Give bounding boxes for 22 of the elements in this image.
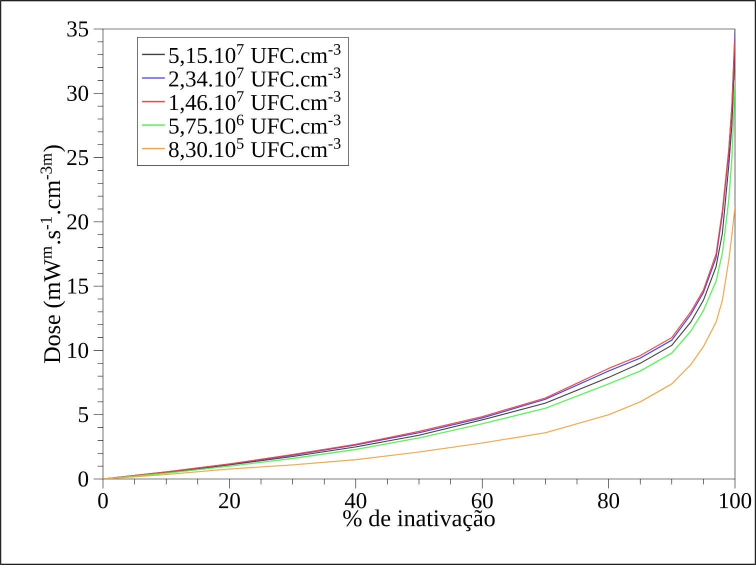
- y-axis-title: Dose (mW$^{m}$.s$^{-1}$.cm$^{-3m}$): [40, 145, 66, 364]
- x-tick-label: 60: [472, 493, 493, 508]
- legend-label: 2,34.10$^{7}$ UFC.cm$^{-3}$: [169, 68, 340, 90]
- legend-label: 1,46.10$^{7}$ UFC.cm$^{-3}$: [170, 91, 340, 114]
- x-axis-title: % de inativação: [343, 509, 495, 532]
- y-tick-label: 15: [68, 278, 88, 294]
- y-tick-label: 0: [78, 471, 88, 487]
- line-series: [103, 206, 736, 479]
- x-tick-label: 0: [98, 493, 108, 508]
- y-tick-label: 5: [78, 407, 88, 422]
- y-tick-label: 25: [67, 150, 88, 166]
- x-tick-label: 40: [344, 493, 366, 508]
- x-tick-label: 20: [219, 493, 240, 508]
- y-tick-label: 35: [67, 21, 88, 37]
- y-tick-label: 10: [68, 342, 88, 358]
- y-tick-label: 30: [67, 86, 88, 101]
- legend-label: 8,30.10$^{5}$ UFC.cm$^{-3}$: [169, 138, 340, 161]
- x-tick-label: 100: [720, 493, 752, 508]
- legend-label: 5,15.10$^{7}$ UFC.cm$^{-3}$: [169, 44, 340, 66]
- x-tick-label: 80: [598, 493, 620, 508]
- legend-label: 5,75.10$^{6}$ UFC.cm$^{-3}$: [169, 114, 340, 137]
- y-tick-label: 20: [67, 214, 88, 230]
